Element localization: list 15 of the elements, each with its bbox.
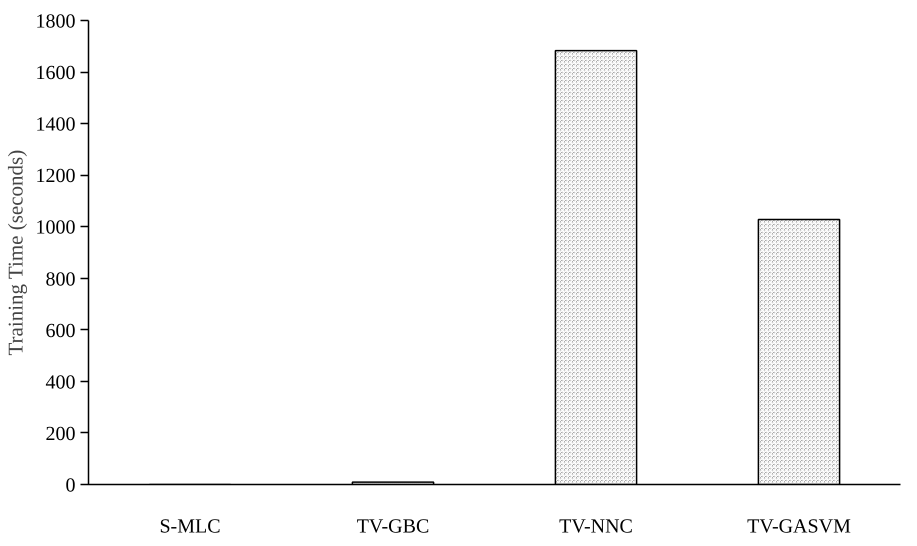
y-tick-label: 1600: [36, 62, 76, 84]
y-tick-label: 800: [46, 268, 76, 290]
x-tick-label: S-MLC: [159, 516, 221, 538]
y-tick-label: 0: [66, 474, 76, 496]
x-tick-label: TV-GBC: [356, 516, 430, 538]
y-tick-label: 1000: [36, 216, 76, 239]
y-tick-label: 1800: [36, 10, 76, 32]
y-tick-label: 1200: [36, 165, 76, 188]
y-axis-title: Training Time (seconds): [4, 150, 28, 356]
y-tick-label: 1400: [36, 114, 76, 136]
y-tick-label: 400: [46, 371, 76, 394]
x-tick-label: TV-NNC: [559, 516, 633, 538]
x-tick-label: TV-GASVM: [747, 516, 852, 538]
y-tick-label: 600: [46, 320, 76, 342]
y-tick-label: 200: [46, 422, 76, 445]
